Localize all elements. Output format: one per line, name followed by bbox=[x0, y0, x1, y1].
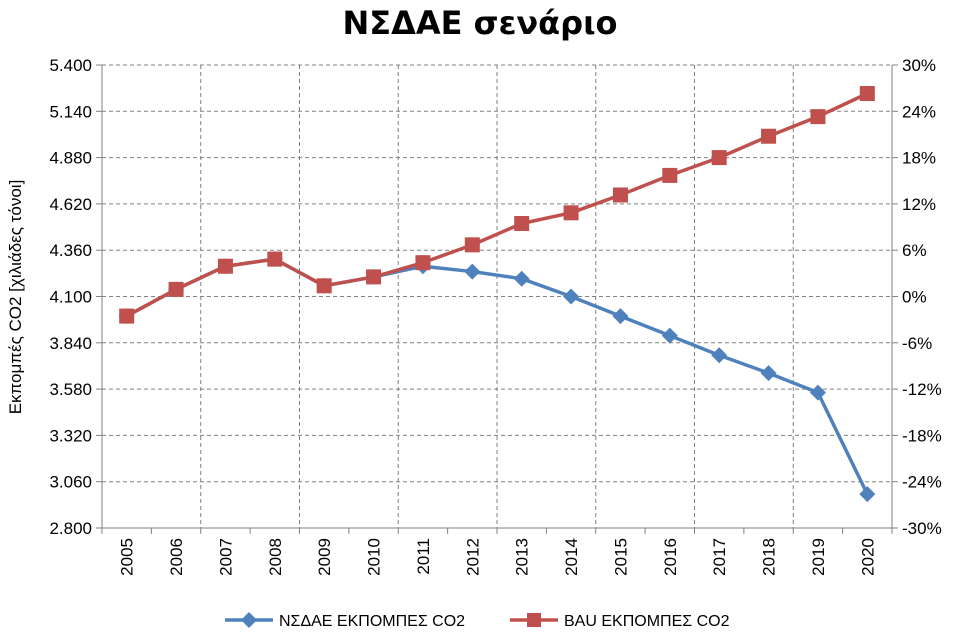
chart-title: ΝΣΔΑΕ σενάριο bbox=[342, 4, 617, 42]
legend-label: ΝΣΔΑΕ ΕΚΠΟΜΠΕΣ CO2 bbox=[279, 613, 465, 630]
y2-tick-label: -30% bbox=[902, 519, 942, 538]
data-point-diamond bbox=[760, 365, 777, 382]
y-axis-ticks: 2.800 3.060 3.320 3.580 3.840 4.100 4.360 4.620… bbox=[49, 56, 92, 538]
data-point-square bbox=[119, 308, 135, 324]
x-tick-label: 2011 bbox=[414, 538, 433, 575]
data-point-diamond bbox=[563, 288, 580, 305]
data-point-square bbox=[810, 109, 826, 125]
data-point-square bbox=[859, 85, 875, 101]
x-tick-label: 2019 bbox=[809, 538, 828, 576]
y2-tick-label: -12% bbox=[902, 380, 942, 399]
y2-tick-label: 30% bbox=[902, 56, 936, 75]
data-point-square bbox=[563, 205, 579, 221]
data-point-square bbox=[662, 167, 678, 183]
y-tick-label: 3.060 bbox=[49, 473, 92, 492]
data-point-square bbox=[761, 128, 777, 144]
data-point-square bbox=[168, 281, 184, 297]
x-tick-label: 2012 bbox=[463, 538, 482, 576]
y2-axis-ticks: -30% -24% -18% -12% -6% 0% 6% 12% 18% 24% 30% bbox=[902, 56, 942, 538]
y-tick-label: 3.580 bbox=[49, 380, 92, 399]
y2-tick-label: 24% bbox=[902, 102, 936, 121]
x-tick-label: 2005 bbox=[118, 538, 137, 576]
x-tick-label: 2018 bbox=[760, 538, 779, 576]
x-tick-label: 2010 bbox=[365, 538, 384, 576]
legend: ΝΣΔΑΕ ΕΚΠΟΜΠΕΣ CO2 BAU ΕΚΠΟΜΠΕΣ CO2 bbox=[225, 612, 730, 630]
data-point-square bbox=[514, 215, 530, 231]
data-point-square bbox=[267, 251, 283, 267]
series-line bbox=[125, 91, 869, 318]
y-tick-label: 4.620 bbox=[49, 195, 92, 214]
x-tick-label: 2013 bbox=[513, 538, 532, 576]
y2-tick-label: -18% bbox=[902, 426, 942, 445]
y-tick-label: 4.100 bbox=[49, 288, 92, 307]
legend-marker-square bbox=[527, 613, 541, 627]
y2-tick-label: -6% bbox=[902, 334, 932, 353]
x-tick-label: 2009 bbox=[315, 538, 334, 576]
x-tick-label: 2020 bbox=[858, 538, 877, 576]
y-axis-label: Εκπομπές CO2 [χιλιάδες τόνοι] bbox=[6, 180, 25, 415]
x-tick-label: 2007 bbox=[216, 538, 235, 576]
data-point-diamond bbox=[859, 486, 876, 503]
y-tick-label: 5.400 bbox=[49, 56, 92, 75]
data-point-diamond bbox=[661, 327, 678, 344]
y2-tick-label: 18% bbox=[902, 149, 936, 168]
data-point-square bbox=[316, 278, 332, 294]
y2-tick-label: -24% bbox=[902, 473, 942, 492]
data-point-diamond bbox=[612, 308, 629, 325]
y-tick-label: 3.320 bbox=[49, 426, 92, 445]
x-tick-label: 2015 bbox=[611, 538, 630, 576]
legend-marker-diamond bbox=[241, 612, 257, 628]
y-tick-label: 4.360 bbox=[49, 241, 92, 260]
data-point-diamond bbox=[464, 263, 481, 280]
x-axis-ticks: 2005 2006 2007 2008 2009 2010 2011 2012 2013 2014… bbox=[118, 538, 878, 576]
data-point-square bbox=[464, 237, 480, 253]
axes bbox=[96, 64, 898, 534]
data-point-square bbox=[366, 269, 382, 285]
data-point-square bbox=[217, 258, 233, 274]
x-tick-label: 2016 bbox=[661, 538, 680, 576]
data-point-square bbox=[415, 255, 431, 271]
y2-tick-label: 12% bbox=[902, 195, 936, 214]
series-layer bbox=[118, 85, 876, 503]
y-tick-label: 2.800 bbox=[49, 519, 92, 538]
x-tick-label: 2017 bbox=[710, 538, 729, 576]
data-point-diamond bbox=[809, 384, 826, 401]
legend-label: BAU ΕΚΠΟΜΠΕΣ CO2 bbox=[564, 613, 730, 630]
data-point-diamond bbox=[513, 270, 530, 287]
y-tick-label: 3.840 bbox=[49, 334, 92, 353]
data-point-square bbox=[711, 150, 727, 166]
y-tick-label: 4.880 bbox=[49, 149, 92, 168]
y2-tick-label: 0% bbox=[902, 288, 927, 307]
data-point-diamond bbox=[711, 347, 728, 364]
x-tick-label: 2014 bbox=[562, 538, 581, 576]
x-tick-label: 2006 bbox=[167, 538, 186, 576]
data-point-square bbox=[612, 187, 628, 203]
y-tick-label: 5.140 bbox=[49, 102, 92, 121]
y2-tick-label: 6% bbox=[902, 241, 927, 260]
gridlines bbox=[102, 64, 892, 528]
x-tick-label: 2008 bbox=[266, 538, 285, 576]
